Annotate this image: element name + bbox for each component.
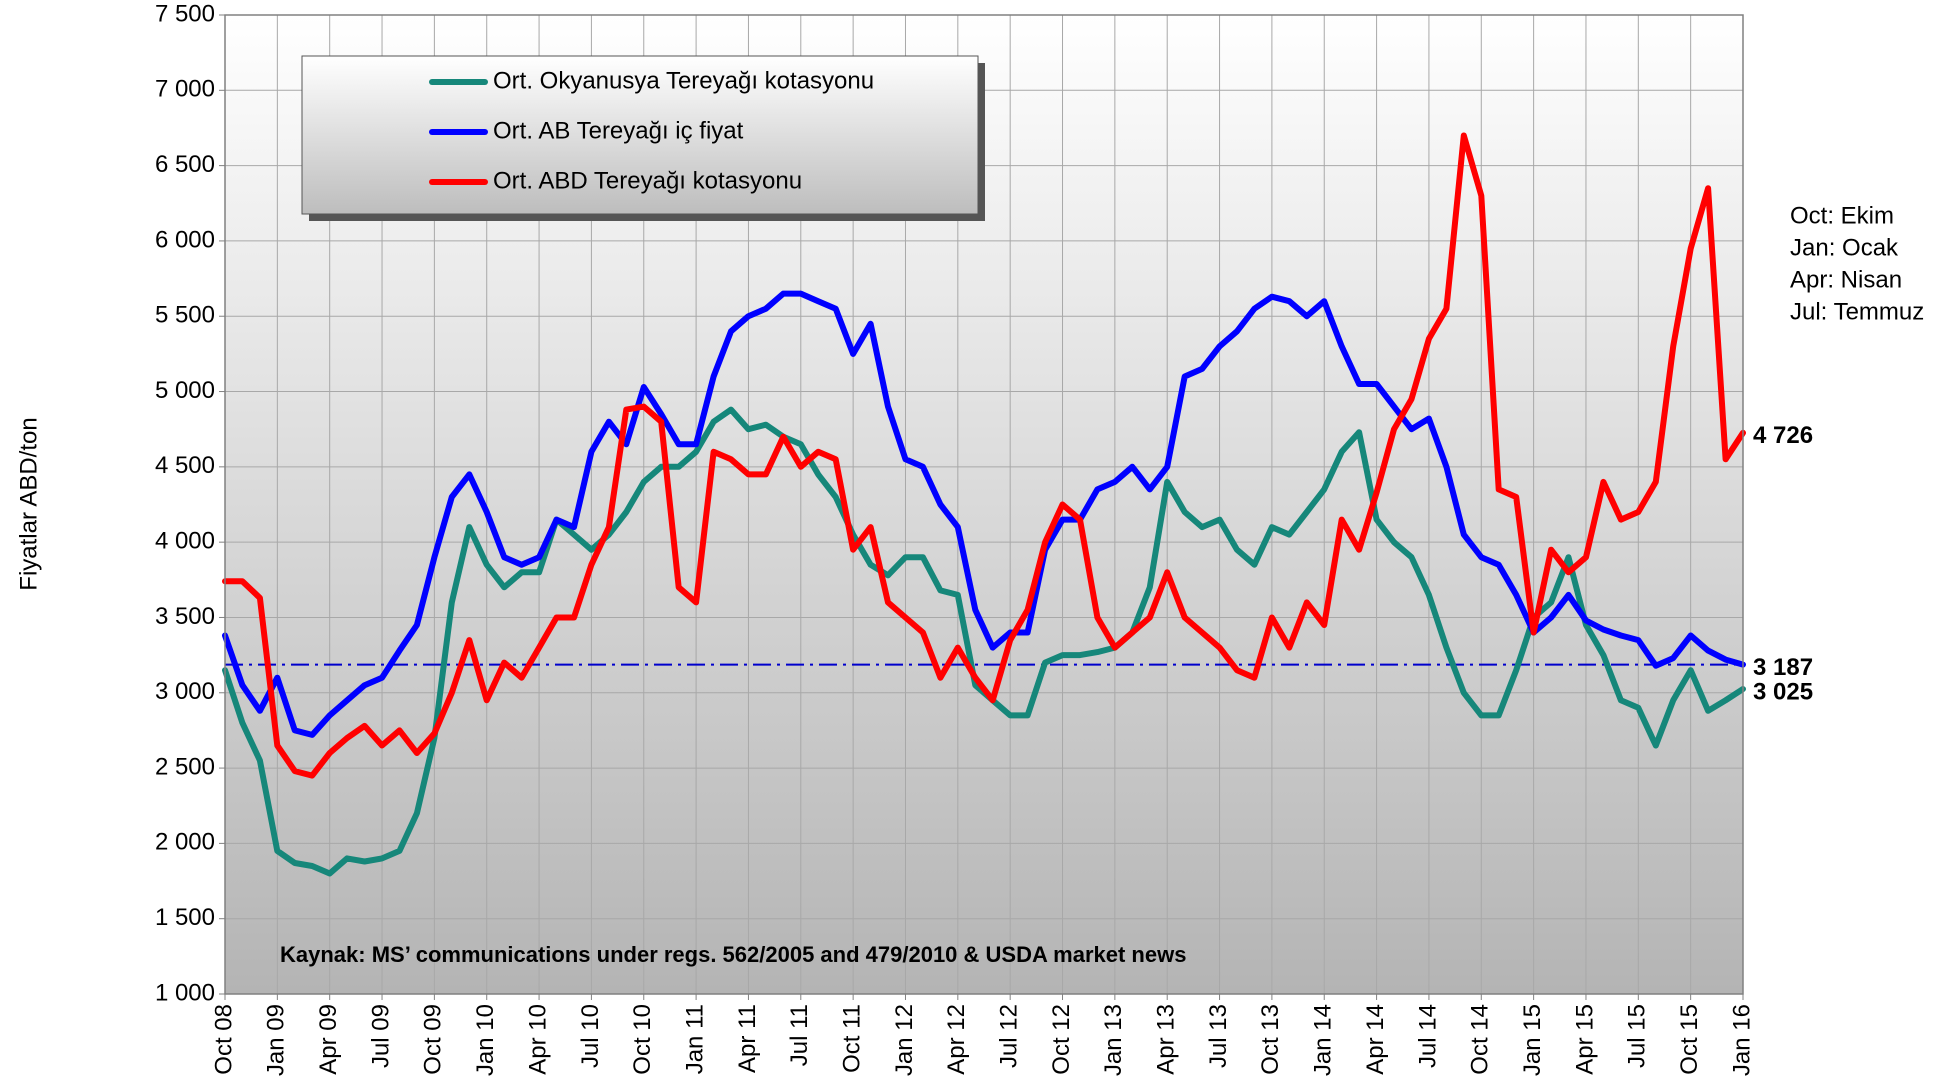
y-tick-label: 4 000: [155, 527, 215, 554]
x-tick-label: Oct 09: [420, 1004, 447, 1075]
x-tick-label: Jul 12: [996, 1004, 1023, 1068]
y-tick-label: 4 500: [155, 452, 215, 479]
legend-label: Ort. ABD Tereyağı kotasyonu: [493, 167, 802, 194]
y-tick-label: 3 000: [155, 678, 215, 705]
x-tick-label: Oct 08: [210, 1004, 237, 1075]
x-tick-label: Jan 09: [263, 1004, 290, 1076]
x-tick-label: Jul 10: [577, 1004, 604, 1068]
legend-label: Ort. AB Tereyağı iç fiyat: [493, 117, 744, 144]
x-tick-label: Apr 11: [734, 1004, 761, 1073]
y-tick-label: 1 000: [155, 979, 215, 1006]
y-tick-label: 7 000: [155, 76, 215, 103]
x-tick-label: Jan 16: [1728, 1004, 1755, 1076]
x-tick-label: Jan 13: [1100, 1004, 1127, 1076]
note: Jan: Ocak: [1790, 234, 1899, 261]
x-tick-label: Jan 10: [472, 1004, 499, 1076]
y-tick-label: 5 000: [155, 377, 215, 404]
y-tick-label: 2 000: [155, 829, 215, 856]
y-tick-label: 3 500: [155, 603, 215, 630]
y-tick-label: 7 500: [155, 0, 215, 27]
series-line: [222, 132, 1746, 779]
x-tick-label: Oct 11: [838, 1004, 865, 1073]
x-tick-label: Oct 14: [1467, 1004, 1494, 1075]
y-tick-label: 6 000: [155, 226, 215, 253]
x-tick-label: Oct 10: [629, 1004, 656, 1075]
legend-box: [301, 55, 979, 215]
x-tick-label: Apr 09: [315, 1004, 342, 1075]
x-tick-label: Jul 14: [1414, 1004, 1441, 1068]
end-label: 3 025: [1753, 678, 1813, 705]
end-label: 4 726: [1753, 422, 1813, 449]
x-tick-label: Apr 15: [1571, 1004, 1598, 1075]
legend-label: Ort. Okyanusya Tereyağı kotasyonu: [493, 67, 874, 94]
y-tick-label: 2 500: [155, 753, 215, 780]
y-tick-label: 5 500: [155, 302, 215, 329]
note: Oct: Ekim: [1790, 202, 1894, 229]
y-tick-label: 1 500: [155, 904, 215, 931]
x-tick-label: Jan 15: [1519, 1004, 1546, 1076]
x-tick-label: Jul 15: [1624, 1004, 1651, 1068]
x-tick-label: Jul 11: [786, 1004, 813, 1066]
x-tick-label: Jul 09: [367, 1004, 394, 1068]
note: Jul: Temmuz: [1790, 298, 1924, 325]
x-tick-label: Apr 12: [943, 1004, 970, 1075]
x-tick-label: Jul 13: [1205, 1004, 1232, 1068]
source-note: Kaynak: MS’ communications under regs. 5…: [280, 942, 1186, 967]
x-tick-label: Oct 13: [1257, 1004, 1284, 1075]
end-label: 3 187: [1753, 654, 1813, 681]
x-tick-label: Apr 10: [524, 1004, 551, 1075]
series-line: [222, 290, 1746, 738]
x-tick-label: Jan 12: [891, 1004, 918, 1076]
plot-border: [224, 14, 1744, 995]
x-tick-label: Jan 14: [1310, 1004, 1337, 1076]
note: Apr: Nisan: [1790, 266, 1902, 293]
x-tick-label: Apr 13: [1153, 1004, 1180, 1075]
x-tick-label: Oct 12: [1048, 1004, 1075, 1075]
x-tick-label: Jan 11: [681, 1004, 708, 1074]
y-axis-label: Fiyatlar ABD/ton: [15, 417, 42, 590]
x-tick-label: Oct 15: [1676, 1004, 1703, 1075]
y-tick-label: 6 500: [155, 151, 215, 178]
x-tick-label: Apr 14: [1362, 1004, 1389, 1075]
